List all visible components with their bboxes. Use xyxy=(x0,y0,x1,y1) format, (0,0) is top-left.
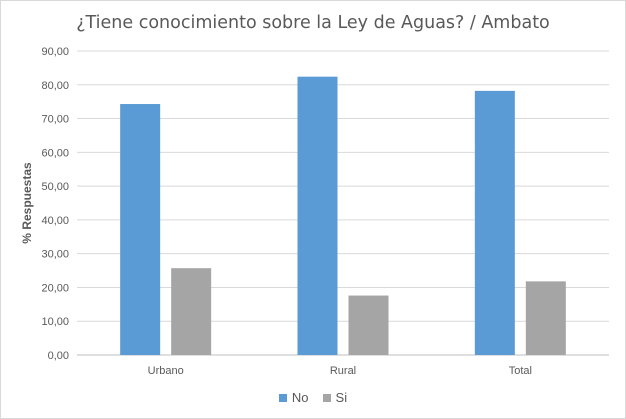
y-tick-label: 70,00 xyxy=(41,114,69,126)
y-tick-label: 50,00 xyxy=(41,181,69,193)
legend-swatch xyxy=(322,393,331,402)
legend-label: Si xyxy=(335,390,348,405)
y-axis-label: % Respuestas xyxy=(20,162,34,244)
x-tick-label: Rural xyxy=(330,365,356,377)
x-tick-label: Urbano xyxy=(148,365,184,377)
bar-no-total xyxy=(474,90,515,355)
y-axis-ticks: 0,00 10,00 20,00 30,00 40,00 50,00 60,00 70,00 8… xyxy=(41,46,69,362)
chart-title: ¿Tiene conocimiento sobre la Ley de Agua… xyxy=(76,13,550,33)
legend: No Si xyxy=(1,390,625,405)
y-tick-label: 40,00 xyxy=(41,215,69,227)
bar-si-urbano xyxy=(171,268,212,355)
y-tick-label: 90,00 xyxy=(41,46,69,58)
y-tick-label: 20,00 xyxy=(41,282,69,294)
legend-label: No xyxy=(291,390,309,405)
legend-item-no: No xyxy=(278,390,309,405)
bar-no-urbano xyxy=(120,104,161,355)
x-axis-ticks: Urbano Rural Total xyxy=(148,365,532,377)
bar-si-rural xyxy=(348,295,389,355)
y-tick-label: 80,00 xyxy=(41,80,69,92)
x-tick-label: Total xyxy=(509,365,532,377)
legend-item-si: Si xyxy=(322,390,348,405)
y-tick-label: 10,00 xyxy=(41,316,69,328)
y-tick-label: 60,00 xyxy=(41,147,69,159)
gridlines xyxy=(77,50,609,356)
y-tick-label: 0,00 xyxy=(48,350,69,362)
bar-no-rural xyxy=(297,76,338,355)
y-tick-label: 30,00 xyxy=(41,249,69,261)
legend-swatch xyxy=(278,393,287,402)
bars xyxy=(120,76,566,355)
bar-si-total xyxy=(525,281,566,355)
